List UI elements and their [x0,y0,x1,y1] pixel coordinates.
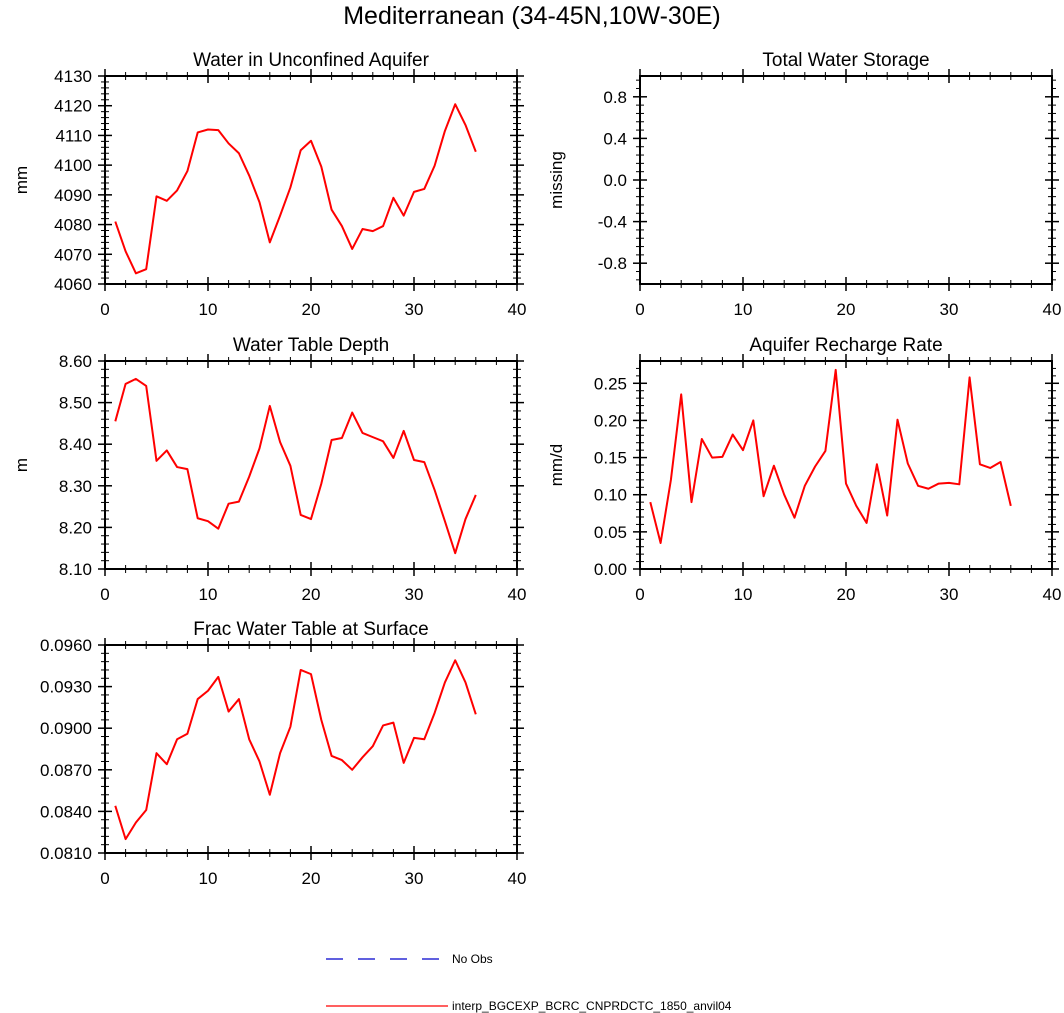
y-tick-label: 0.0900 [40,719,92,738]
x-tick-label: 20 [302,300,321,319]
x-tick-label: 30 [405,300,424,319]
y-tick-label: 0.0870 [40,761,92,780]
panel-title: Frac Water Table at Surface [193,619,429,640]
panel-title: Water Table Depth [233,335,389,356]
panel-title: Total Water Storage [762,50,929,71]
x-tick-label: 20 [837,300,856,319]
legend-model-label: interp_BGCEXP_BCRC_CNPRDCTC_1850_anvil04 [452,999,732,1013]
y-tick-label: 0.0840 [40,802,92,821]
series-line-frac-water-table-at-surface [114,659,477,841]
series-line-water-in-unconfined-aquifer [114,103,477,275]
y-tick-label: 8.20 [59,518,92,537]
y-tick-label: -0.4 [598,213,627,232]
y-axis-label: m [12,458,31,472]
y-tick-label: 0.05 [594,523,627,542]
y-axis-label: missing [547,151,566,209]
y-axis-label: mm/d [547,444,566,487]
panel-title: Aquifer Recharge Rate [749,335,942,356]
y-tick-label: -0.8 [598,254,627,273]
y-tick-label: 0.25 [594,374,627,393]
panel-water-unconfined-aquifer: Water in Unconfined Aquifer 0 10 20 30 40 4060… [12,50,526,319]
y-tick-label: 8.30 [59,477,92,496]
y-tick-label: 4100 [54,156,92,175]
panel-total-water-storage: Total Water Storage 0 10 20 30 40 -0.8 -0.4 0.0 0… [547,50,1061,319]
y-tick-label: 0.10 [594,486,627,505]
x-tick-label: 40 [1043,585,1062,604]
x-tick-label: 30 [405,585,424,604]
x-tick-label: 0 [100,300,109,319]
panel-title: Water in Unconfined Aquifer [193,50,430,71]
y-tick-label: 0.15 [594,449,627,468]
x-tick-label: 10 [199,300,218,319]
x-tick-label: 0 [635,300,644,319]
y-tick-label: 0.0 [603,171,627,190]
y-tick-label: 4060 [54,275,92,294]
y-tick-label: 8.10 [59,560,92,579]
y-tick-label: 4070 [54,245,92,264]
x-tick-label: 40 [508,869,527,888]
y-tick-label: 0.4 [603,129,627,148]
x-tick-label: 0 [100,585,109,604]
series-line-water-table-depth [114,377,477,555]
x-tick-label: 30 [405,869,424,888]
x-tick-label: 10 [199,585,218,604]
x-tick-label: 10 [199,869,218,888]
plot-frame [639,75,1053,285]
y-tick-label: 4120 [54,97,92,116]
x-tick-label: 30 [940,585,959,604]
legend-obs-label: No Obs [452,952,493,966]
y-tick-label: 8.40 [59,435,92,454]
y-tick-label: 0.0810 [40,844,92,863]
panel-frac-water-table-surface: Frac Water Table at Surface 0 10 20 30 40 0.08… [40,619,526,888]
y-tick-label: 4130 [54,67,92,86]
x-tick-label: 0 [100,869,109,888]
x-tick-label: 20 [302,585,321,604]
x-tick-label: 10 [734,300,753,319]
x-tick-label: 10 [734,585,753,604]
plot-frame [104,75,518,285]
plot-frame [104,360,518,570]
y-axis-label: mm [12,166,31,194]
plot-frame [639,360,1053,570]
x-tick-label: 40 [1043,300,1062,319]
y-tick-label: 4110 [55,126,92,145]
panel-aquifer-recharge-rate: Aquifer Recharge Rate 0 10 20 30 40 0.00 0.05 0.… [547,335,1061,604]
y-tick-label: 8.60 [59,352,92,371]
x-tick-label: 40 [508,585,527,604]
legend: No Obs interp_BGCEXP_BCRC_CNPRDCTC_1850_… [326,952,732,1013]
x-tick-label: 40 [508,300,527,319]
x-tick-label: 0 [635,585,644,604]
y-tick-label: 4090 [54,186,92,205]
panel-water-table-depth: Water Table Depth 0 10 20 30 40 8.10 8.20 8.30 8.… [12,335,526,604]
y-tick-label: 0.0960 [40,636,92,655]
x-tick-label: 30 [940,300,959,319]
figure-title: Mediterranean (34-45N,10W-30E) [343,2,721,30]
y-tick-label: 0.8 [603,88,627,107]
y-tick-label: 0.0930 [40,678,92,697]
x-tick-label: 20 [302,869,321,888]
y-tick-label: 4080 [54,216,92,235]
y-tick-label: 0.00 [594,560,627,579]
series-line-aquifer-recharge-rate [649,368,1012,544]
y-tick-label: 0.20 [594,411,627,430]
x-tick-label: 20 [837,585,856,604]
y-tick-label: 8.50 [59,394,92,413]
